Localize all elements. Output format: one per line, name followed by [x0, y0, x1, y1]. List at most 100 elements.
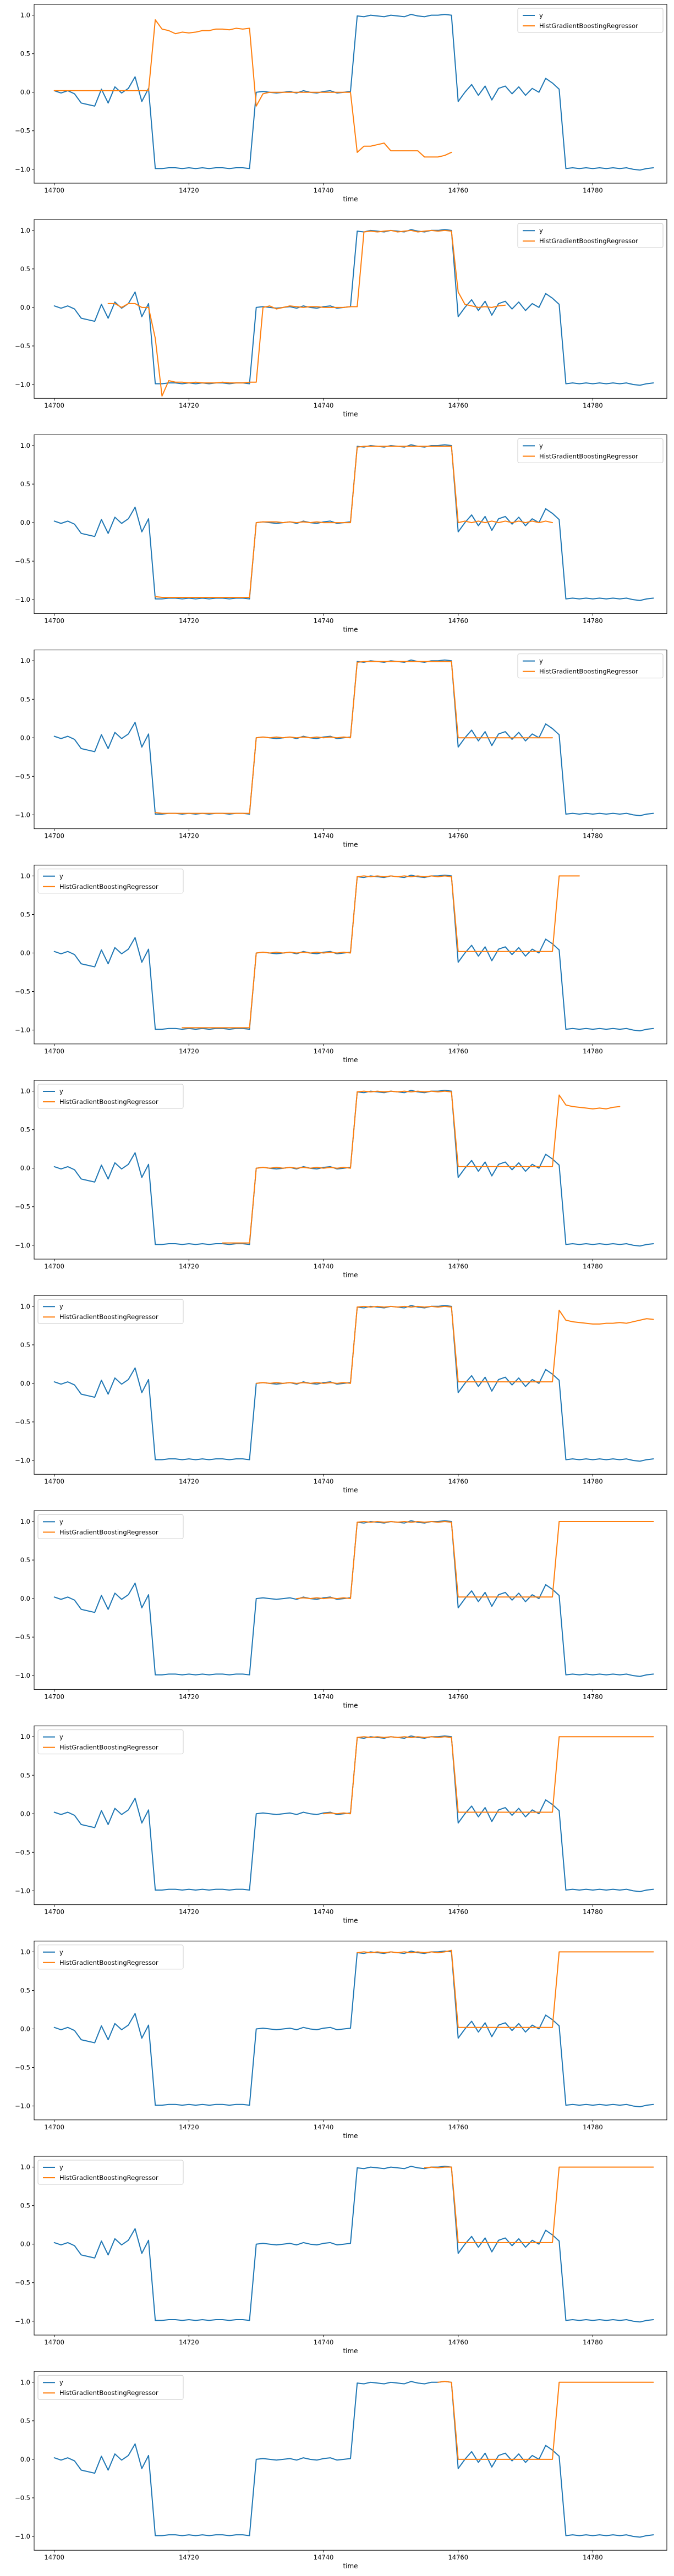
x-axis-label: time — [343, 1917, 358, 1925]
model-series — [53, 19, 452, 158]
y-tick-label: −0.5 — [15, 342, 30, 350]
x-tick-label: 14720 — [179, 2338, 199, 2346]
model-line — [107, 229, 506, 397]
legend-entry: y — [59, 1518, 63, 1525]
y-tick-label: 0.5 — [20, 1126, 30, 1134]
y-series — [53, 875, 654, 1031]
y-tick-label: 0.5 — [20, 695, 30, 703]
model-series — [182, 875, 580, 1029]
legend-entry: HistGradientBoostingRegressor — [59, 1959, 158, 1967]
x-tick-label: 14720 — [179, 2553, 199, 2561]
y-tick-label: 1.0 — [20, 1948, 30, 1956]
y-tick-label: −0.5 — [15, 557, 30, 565]
chart-panel-6: 14700 14720 14740 14760 14780 −1.0 −0.5 0.0 0.5 1… — [15, 1080, 667, 1279]
x-tick-label: 14720 — [179, 1478, 199, 1485]
y-tick-label: 1.0 — [20, 1087, 30, 1095]
y-tick-label: 0.0 — [20, 304, 30, 311]
model-series — [255, 1305, 654, 1384]
legend-entry: y — [59, 1733, 63, 1741]
x-axis-label: time — [343, 1486, 358, 1494]
x-tick-label: 14760 — [448, 2338, 468, 2346]
legend: y HistGradientBoostingRegressor — [37, 869, 184, 894]
legend: y HistGradientBoostingRegressor — [37, 2375, 184, 2400]
chart-panel-11: 14700 14720 14740 14760 14780 −1.0 −0.5 0.0 0.5 1… — [15, 2156, 667, 2355]
y-tick-label: 0.5 — [20, 1341, 30, 1349]
x-axis-label: time — [343, 1701, 358, 1709]
y-tick-label: 1.0 — [20, 227, 30, 234]
model-series — [155, 446, 554, 598]
x-tick-label: 14700 — [44, 617, 64, 624]
x-tick-label: 14760 — [448, 1047, 468, 1055]
y-tick-label: 1.0 — [20, 1518, 30, 1525]
x-axis-label: time — [343, 625, 358, 633]
y-tick-label: 0.0 — [20, 1380, 30, 1387]
legend: y HistGradientBoostingRegressor — [37, 1084, 184, 1109]
model-series — [222, 1090, 621, 1244]
y-tick-label: 1.0 — [20, 12, 30, 19]
x-tick-label: 14720 — [179, 1047, 199, 1055]
model-series — [296, 1521, 654, 1600]
x-tick-label: 14740 — [314, 1047, 334, 1055]
x-tick-label: 14720 — [179, 186, 199, 194]
y-tick-label: −0.5 — [15, 988, 30, 996]
legend: y HistGradientBoostingRegressor — [517, 438, 664, 463]
legend-box — [37, 1299, 184, 1324]
x-tick-label: 14780 — [583, 1047, 603, 1055]
x-tick-label: 14780 — [583, 832, 603, 840]
axes-frame — [34, 4, 667, 184]
y-tick-label: −0.5 — [15, 1203, 30, 1211]
legend-entry: y — [539, 12, 543, 19]
legend-box — [517, 438, 664, 463]
y-series — [53, 14, 654, 171]
legend-entry: HistGradientBoostingRegressor — [59, 1744, 158, 1751]
axes-frame — [34, 434, 667, 614]
x-tick-label: 14740 — [314, 402, 334, 409]
x-axis-label: time — [343, 410, 358, 418]
legend-entry: HistGradientBoostingRegressor — [539, 452, 638, 460]
x-tick-label: 14720 — [179, 1693, 199, 1700]
chart-panel-8: 14700 14720 14740 14760 14780 −1.0 −0.5 0.0 0.5 1… — [15, 1510, 667, 1709]
axes-frame — [34, 1510, 667, 1690]
model-line — [424, 2166, 654, 2243]
x-tick-label: 14780 — [583, 2123, 603, 2131]
y-tick-label: 1.0 — [20, 872, 30, 880]
x-tick-label: 14720 — [179, 402, 199, 409]
model-series — [424, 2166, 654, 2243]
x-tick-label: 14760 — [448, 2553, 468, 2561]
x-tick-label: 14760 — [448, 1908, 468, 1916]
x-tick-label: 14700 — [44, 1047, 64, 1055]
x-tick-label: 14780 — [583, 1693, 603, 1700]
axes-frame — [34, 219, 667, 399]
legend-entry: HistGradientBoostingRegressor — [539, 668, 638, 675]
legend-entry: HistGradientBoostingRegressor — [539, 237, 638, 245]
x-tick-label: 14760 — [448, 2123, 468, 2131]
y-series — [53, 2381, 654, 2538]
y-tick-label: −1.0 — [15, 1457, 30, 1464]
y-tick-label: −1.0 — [15, 2533, 30, 2540]
y-series — [53, 1090, 654, 1247]
legend: y HistGradientBoostingRegressor — [37, 1514, 184, 1539]
y-tick-label: 0.0 — [20, 89, 30, 96]
y-tick-label: 0.0 — [20, 2025, 30, 2033]
x-tick-label: 14780 — [583, 402, 603, 409]
legend: y HistGradientBoostingRegressor — [37, 2160, 184, 2185]
legend-entry: HistGradientBoostingRegressor — [59, 2389, 158, 2397]
legend: y HistGradientBoostingRegressor — [37, 1299, 184, 1324]
chart-panel-3: 14700 14720 14740 14760 14780 −1.0 −0.5 0.0 0.5 1… — [15, 434, 667, 633]
legend-box — [37, 1945, 184, 1970]
y-line — [53, 1520, 654, 1677]
legend-box — [37, 2160, 184, 2185]
x-tick-label: 14760 — [448, 1478, 468, 1485]
y-series — [53, 659, 654, 816]
legend: y HistGradientBoostingRegressor — [37, 1729, 184, 1755]
x-tick-label: 14700 — [44, 1478, 64, 1485]
y-tick-label: −1.0 — [15, 381, 30, 388]
y-line — [53, 659, 654, 816]
x-tick-label: 14720 — [179, 617, 199, 624]
y-tick-label: −1.0 — [15, 811, 30, 819]
x-tick-label: 14700 — [44, 2338, 64, 2346]
y-tick-label: 1.0 — [20, 1303, 30, 1310]
legend-box — [37, 1729, 184, 1755]
legend-box — [37, 1514, 184, 1539]
